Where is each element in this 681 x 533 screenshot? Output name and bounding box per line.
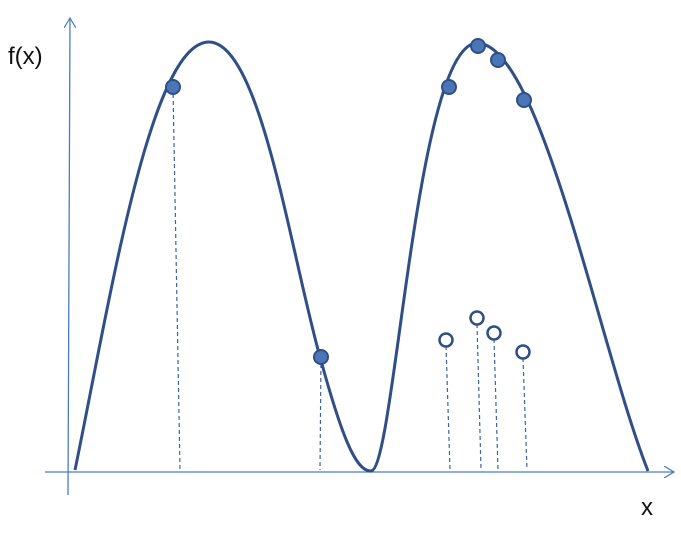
dashed-line xyxy=(493,338,499,471)
sample-point xyxy=(441,79,457,95)
open-point xyxy=(469,310,485,326)
y-axis xyxy=(68,18,70,496)
dashed-line xyxy=(522,357,528,471)
curve xyxy=(73,40,650,473)
sample-point xyxy=(490,52,506,68)
dashed-line xyxy=(172,86,181,471)
sample-point xyxy=(470,38,486,54)
open-point xyxy=(486,325,502,341)
dashed-line xyxy=(445,345,451,471)
dashed-line xyxy=(476,323,482,471)
sample-point xyxy=(516,92,532,108)
open-points xyxy=(438,310,531,360)
open-point xyxy=(515,344,531,360)
y-axis-label: f(x) xyxy=(8,43,43,70)
dashed-line xyxy=(319,356,322,471)
sample-point xyxy=(165,79,181,95)
dashed-lines xyxy=(172,86,528,471)
open-point xyxy=(438,332,454,348)
sample-points xyxy=(165,38,532,365)
sample-point xyxy=(313,349,329,365)
x-axis-label: x xyxy=(641,494,653,521)
